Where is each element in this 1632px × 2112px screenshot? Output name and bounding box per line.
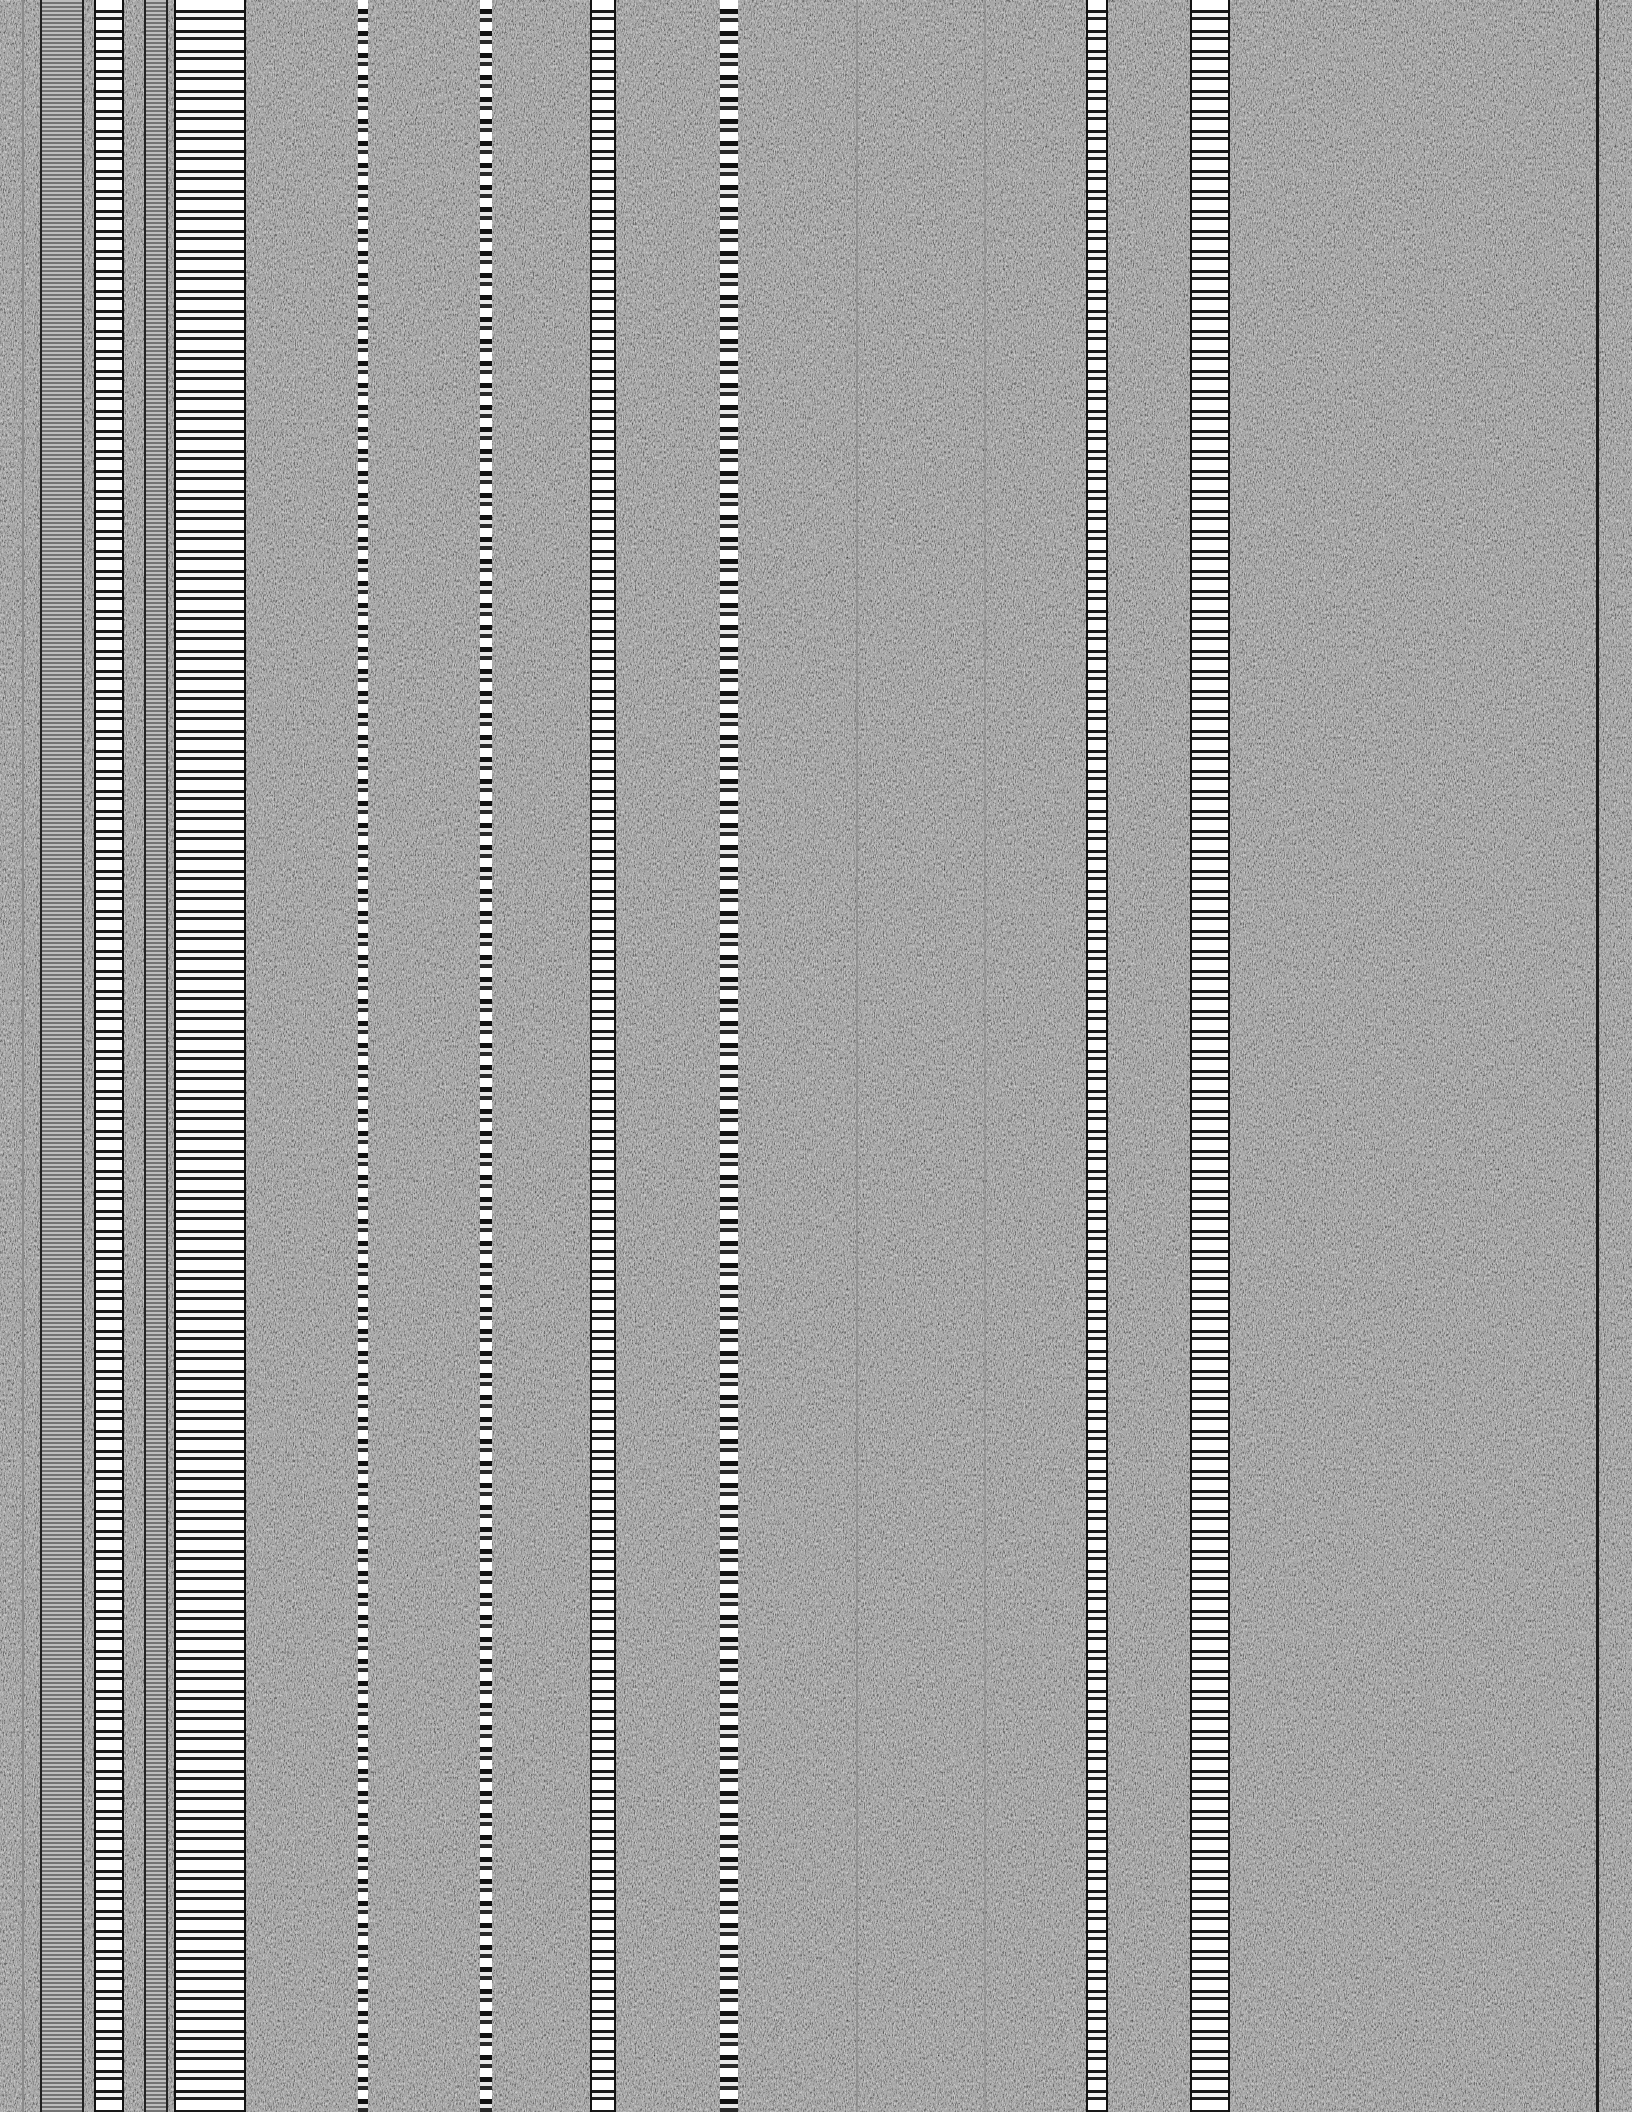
left-grain-column [40,0,84,2112]
striped-column-11 [1190,0,1230,2112]
faint-line-9 [984,0,986,2112]
striped-column-3 [174,0,246,2112]
striped-column-1 [94,0,124,2112]
faint-line-8 [856,0,858,2112]
striped-column-10 [1086,0,1108,2112]
striped-column-6 [590,0,616,2112]
left-edge-line [22,0,24,2112]
dashed-column-5 [480,0,492,2112]
grain-column-2 [144,0,168,2112]
dashed-column-4 [358,0,368,2112]
dashed-column-7 [720,0,738,2112]
right-edge-line [1596,0,1599,2112]
